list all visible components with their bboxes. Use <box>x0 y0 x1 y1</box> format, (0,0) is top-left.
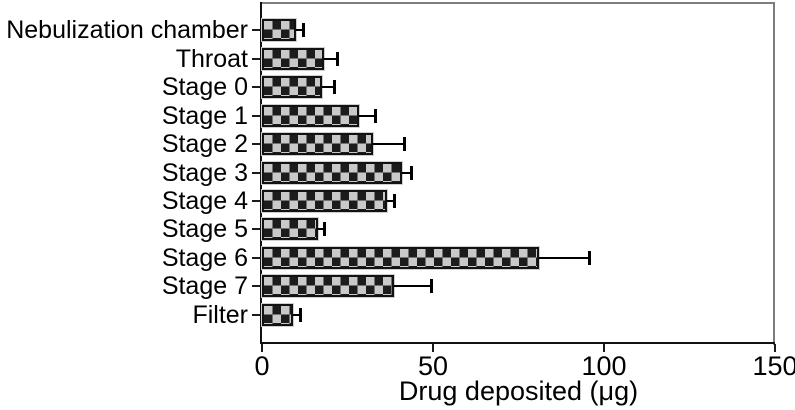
error-bar-line <box>318 228 324 231</box>
error-bar-cap <box>409 165 413 180</box>
y-tick <box>252 86 261 89</box>
error-bar-cap <box>587 250 591 265</box>
error-bar-cap <box>302 23 306 38</box>
x-tick-label: 150 <box>752 351 795 381</box>
x-axis-line <box>260 342 775 344</box>
y-tick <box>252 313 261 316</box>
category-label: Stage 2 <box>161 130 248 159</box>
category-label: Stage 1 <box>161 101 248 130</box>
category-label: Stage 0 <box>161 73 248 102</box>
category-label: Stage 4 <box>161 186 248 215</box>
error-bar-line <box>321 86 334 89</box>
error-bar-line <box>296 29 304 32</box>
bar <box>261 75 323 100</box>
error-bar-cap <box>298 307 302 322</box>
category-label: Stage 6 <box>161 243 248 272</box>
error-bar-line <box>323 57 338 60</box>
x-tick <box>432 344 434 352</box>
bar <box>261 274 395 299</box>
bar <box>260 132 375 157</box>
x-axis-title: Drug deposited (μg) <box>398 376 639 406</box>
error-bar-line <box>373 143 404 146</box>
error-bar-line <box>539 256 589 259</box>
y-tick <box>252 57 261 60</box>
error-bar-line <box>292 313 300 316</box>
error-bar-cap <box>392 193 396 208</box>
error-bar-cap <box>336 51 340 66</box>
x-tick <box>603 344 605 352</box>
category-label: Filter <box>192 300 248 329</box>
y-tick <box>252 29 261 32</box>
y-tick <box>252 114 261 117</box>
error-bar-line <box>402 171 411 174</box>
bar <box>260 217 320 242</box>
bar <box>261 46 325 71</box>
x-tick <box>261 344 263 352</box>
error-bar-line <box>393 285 432 288</box>
x-tick-label: 50 <box>417 351 449 381</box>
error-bar-cap <box>373 108 377 123</box>
category-label: Throat <box>175 44 248 73</box>
category-label: Stage 3 <box>161 158 248 187</box>
y-tick <box>252 228 261 231</box>
y-tick <box>252 285 261 288</box>
bar <box>260 18 298 43</box>
category-label: Nebulization chamber <box>6 16 248 45</box>
plot-frame <box>262 2 775 345</box>
x-tick-label: 0 <box>254 351 270 381</box>
y-tick <box>252 143 261 146</box>
bar <box>261 188 388 213</box>
bar <box>260 160 404 185</box>
error-bar-cap <box>402 137 406 152</box>
y-tick <box>252 171 261 174</box>
category-label: Stage 5 <box>161 215 248 244</box>
bar <box>260 103 361 128</box>
error-bar-cap <box>332 80 336 95</box>
error-bar-line <box>386 199 394 202</box>
error-bar-line <box>359 114 375 117</box>
bar <box>261 302 294 327</box>
bar <box>260 245 541 270</box>
y-tick <box>252 256 261 259</box>
x-tick <box>774 344 776 352</box>
error-bar-cap <box>430 279 434 294</box>
error-bar-cap <box>322 222 326 237</box>
y-axis-line <box>260 2 262 344</box>
x-tick-label: 100 <box>581 351 627 381</box>
y-tick <box>252 199 261 202</box>
category-label: Stage 7 <box>161 272 248 301</box>
